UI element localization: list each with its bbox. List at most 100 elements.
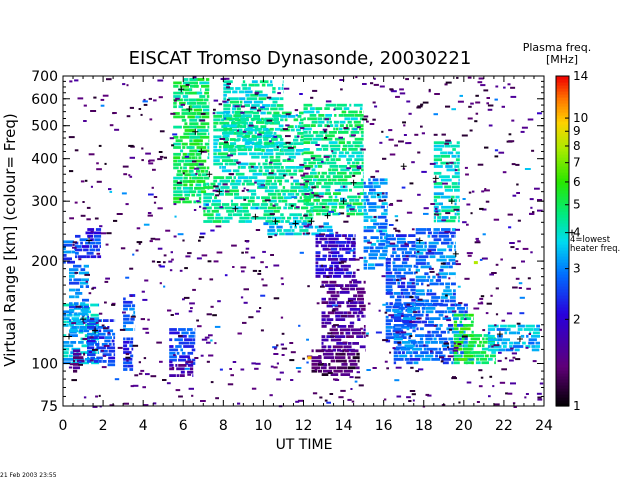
range-freq-cell bbox=[173, 142, 181, 146]
range-freq-cell bbox=[453, 289, 456, 293]
noise-cell bbox=[408, 400, 412, 402]
noise-cell bbox=[312, 89, 318, 92]
noise-cell bbox=[366, 120, 369, 123]
range-freq-cell bbox=[453, 347, 462, 351]
colorbar-step bbox=[556, 112, 569, 116]
noise-cell bbox=[469, 129, 473, 132]
range-freq-cell bbox=[437, 275, 442, 279]
noise-cell bbox=[106, 78, 112, 81]
range-freq-cell bbox=[442, 317, 451, 320]
range-freq-cell bbox=[397, 281, 401, 285]
range-freq-cell bbox=[334, 137, 345, 141]
noise-cell bbox=[333, 108, 336, 111]
range-freq-cell bbox=[277, 192, 281, 196]
range-freq-cell bbox=[222, 159, 233, 162]
noise-cell bbox=[185, 255, 191, 258]
x-tick-label: 22 bbox=[495, 418, 513, 434]
range-freq-cell bbox=[316, 202, 319, 206]
range-freq-cell bbox=[254, 144, 263, 148]
noise-cell bbox=[525, 346, 529, 349]
range-freq-cell bbox=[303, 131, 308, 134]
range-freq-cell bbox=[75, 234, 81, 238]
range-freq-cell bbox=[456, 141, 460, 145]
range-freq-cell bbox=[359, 107, 363, 110]
range-freq-cell bbox=[332, 345, 343, 349]
noise-cell bbox=[504, 357, 508, 360]
range-freq-cell bbox=[214, 206, 225, 210]
noise-cell bbox=[130, 315, 136, 318]
range-freq-cell bbox=[453, 341, 464, 344]
range-freq-cell bbox=[89, 351, 97, 354]
colorbar-step bbox=[556, 187, 569, 191]
colorbar-step bbox=[556, 379, 569, 383]
range-freq-cell bbox=[281, 111, 292, 115]
range-freq-cell bbox=[196, 132, 207, 136]
noise-cell bbox=[72, 243, 75, 246]
range-freq-cell bbox=[360, 131, 364, 134]
noise-cell bbox=[95, 321, 99, 324]
range-freq-cell bbox=[182, 200, 192, 204]
noise-cell bbox=[276, 362, 279, 365]
noise-cell bbox=[453, 346, 459, 349]
noise-cell bbox=[184, 155, 190, 158]
noise-cell bbox=[406, 396, 411, 399]
range-freq-cell bbox=[282, 80, 284, 84]
noise-cell bbox=[373, 83, 379, 86]
range-freq-cell bbox=[386, 266, 388, 270]
noise-cell bbox=[393, 227, 397, 230]
range-freq-cell bbox=[80, 268, 86, 271]
noise-cell bbox=[86, 206, 91, 209]
colorbar-step bbox=[556, 157, 569, 161]
range-freq-cell bbox=[250, 117, 260, 121]
range-freq-cell bbox=[439, 282, 444, 286]
noise-cell bbox=[219, 138, 226, 140]
range-freq-cell bbox=[497, 341, 500, 345]
noise-cell bbox=[212, 112, 216, 115]
range-freq-cell bbox=[335, 284, 344, 287]
range-freq-cell bbox=[309, 182, 315, 185]
range-freq-cell bbox=[184, 193, 190, 197]
range-freq-cell bbox=[385, 192, 388, 195]
range-freq-cell bbox=[108, 356, 116, 360]
noise-cell bbox=[198, 163, 204, 166]
noise-cell bbox=[212, 314, 217, 317]
range-freq-cell bbox=[484, 354, 489, 358]
range-freq-cell bbox=[339, 127, 343, 131]
colorbar-step bbox=[556, 280, 569, 284]
colorbar-step bbox=[556, 283, 569, 287]
range-freq-cell bbox=[453, 334, 463, 337]
noise-cell bbox=[302, 357, 305, 360]
range-freq-cell bbox=[123, 307, 128, 311]
noise-cell bbox=[531, 149, 535, 152]
range-freq-cell bbox=[280, 118, 284, 122]
range-freq-cell bbox=[201, 105, 210, 109]
noise-cell bbox=[105, 243, 109, 246]
noise-cell bbox=[173, 235, 177, 238]
trace-point bbox=[252, 213, 259, 220]
range-freq-cell bbox=[421, 358, 431, 361]
range-freq-cell bbox=[279, 182, 282, 186]
noise-cell bbox=[257, 109, 262, 112]
range-freq-cell bbox=[433, 161, 438, 165]
range-freq-cell bbox=[415, 296, 420, 299]
range-freq-cell bbox=[280, 220, 284, 223]
range-freq-cell bbox=[197, 78, 205, 81]
range-freq-cell bbox=[290, 182, 294, 186]
range-freq-cell bbox=[441, 292, 453, 296]
noise-cell bbox=[346, 215, 350, 218]
range-freq-cell bbox=[440, 299, 445, 303]
range-freq-cell bbox=[448, 337, 454, 341]
range-freq-cell bbox=[189, 101, 197, 105]
range-freq-cell bbox=[348, 342, 352, 345]
noise-cell bbox=[182, 172, 185, 175]
colorbar-step bbox=[556, 226, 569, 230]
noise-cell bbox=[138, 361, 141, 364]
range-freq-cell bbox=[426, 292, 437, 296]
range-freq-cell bbox=[427, 330, 431, 334]
noise-cell bbox=[490, 294, 493, 297]
range-freq-cell bbox=[487, 331, 491, 335]
range-freq-cell bbox=[96, 356, 103, 360]
noise-cell bbox=[443, 342, 450, 345]
range-freq-cell bbox=[315, 349, 324, 353]
range-freq-cell bbox=[479, 357, 488, 361]
